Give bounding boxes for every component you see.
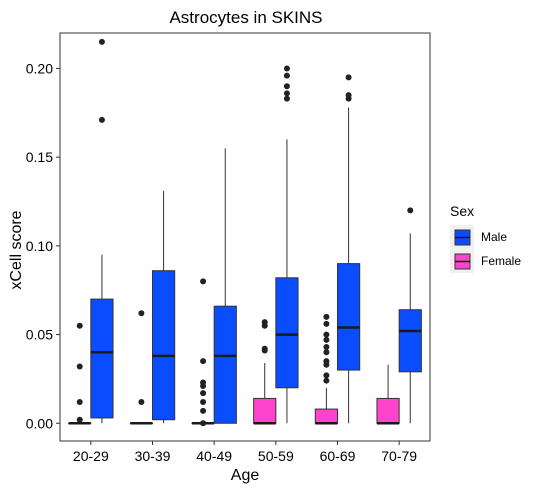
outlier-point (200, 379, 207, 386)
x-tick-label: 20-29 (73, 448, 109, 464)
x-tick-label: 60-69 (320, 448, 356, 464)
x-axis: 20-29 30-39 40-49 50-59 60-69 70-79 (73, 441, 417, 464)
box-iqr (314, 408, 338, 424)
plot-panel (59, 32, 431, 442)
y-axis-title: xCell score (8, 210, 25, 289)
outlier-point (261, 345, 268, 352)
box-male-30-39 (152, 190, 176, 424)
legend-label: Male (481, 230, 507, 244)
y-tick-label: 0.15 (26, 149, 53, 165)
outlier-point (76, 363, 83, 370)
outlier-point (323, 336, 330, 343)
box-male-20-29 (90, 38, 114, 424)
outlier-point (407, 207, 414, 214)
outlier-point (200, 407, 207, 414)
outlier-point (76, 322, 83, 329)
outlier-point (138, 398, 145, 405)
box-iqr (376, 397, 400, 424)
outlier-point (345, 74, 352, 81)
x-tick-label: 40-49 (196, 448, 232, 464)
outlier-point (323, 313, 330, 320)
box-female-30-39 (129, 310, 154, 425)
outlier-point (76, 398, 83, 405)
x-tick-label: 30-39 (135, 448, 171, 464)
outlier-point (200, 390, 207, 397)
box-iqr (398, 309, 422, 373)
legend: Sex Male Female (450, 203, 521, 273)
outlier-point (76, 416, 83, 423)
box-iqr (213, 305, 237, 424)
legend-label: Female (481, 254, 521, 268)
outlier-point (98, 116, 105, 123)
outlier-point (98, 38, 105, 45)
box-iqr (337, 263, 361, 371)
series-female (68, 278, 400, 427)
box-male-40-49 (213, 148, 237, 424)
y-tick-label: 0.00 (26, 415, 53, 431)
outlier-point (283, 65, 290, 72)
x-tick-label: 70-79 (381, 448, 417, 464)
legend-title: Sex (450, 203, 474, 219)
legend-item-female: Female (450, 249, 521, 273)
box-iqr (90, 298, 114, 419)
x-tick-label: 50-59 (258, 448, 294, 464)
y-axis: 0.00 0.05 0.10 0.15 0.20 (26, 60, 60, 431)
x-axis-title: Age (231, 467, 260, 484)
outlier-point (323, 331, 330, 338)
outlier-point (345, 92, 352, 99)
box-iqr (152, 270, 176, 421)
outlier-point (200, 358, 207, 365)
chart-title: Astrocytes in SKINS (169, 8, 322, 27)
outlier-point (323, 377, 330, 384)
outlier-point (323, 343, 330, 350)
outlier-point (261, 319, 268, 326)
y-tick-label: 0.05 (26, 327, 53, 343)
y-tick-label: 0.20 (26, 60, 53, 76)
legend-item-male: Male (450, 225, 507, 249)
box-female-60-69 (314, 313, 338, 425)
series-male (90, 38, 422, 424)
box-iqr (275, 277, 299, 389)
outlier-point (200, 398, 207, 405)
box-female-40-49 (191, 278, 215, 427)
outlier-point (323, 320, 330, 327)
box-male-70-79 (398, 207, 422, 424)
box-iqr (253, 397, 277, 424)
outlier-point (200, 278, 207, 285)
outlier-point (283, 72, 290, 79)
box-series-group (68, 38, 422, 427)
box-male-50-59 (275, 65, 299, 424)
box-male-60-69 (337, 74, 361, 424)
outlier-point (323, 372, 330, 379)
outlier-point (283, 83, 290, 90)
outlier-point (200, 420, 207, 427)
box-female-50-59 (253, 319, 277, 425)
y-tick-label: 0.10 (26, 238, 53, 254)
outlier-point (283, 95, 290, 102)
outlier-point (283, 90, 290, 97)
box-female-70-79 (376, 364, 400, 425)
outlier-point (323, 358, 330, 365)
outlier-point (323, 349, 330, 356)
box-female-20-29 (68, 322, 92, 425)
outlier-point (138, 310, 145, 317)
